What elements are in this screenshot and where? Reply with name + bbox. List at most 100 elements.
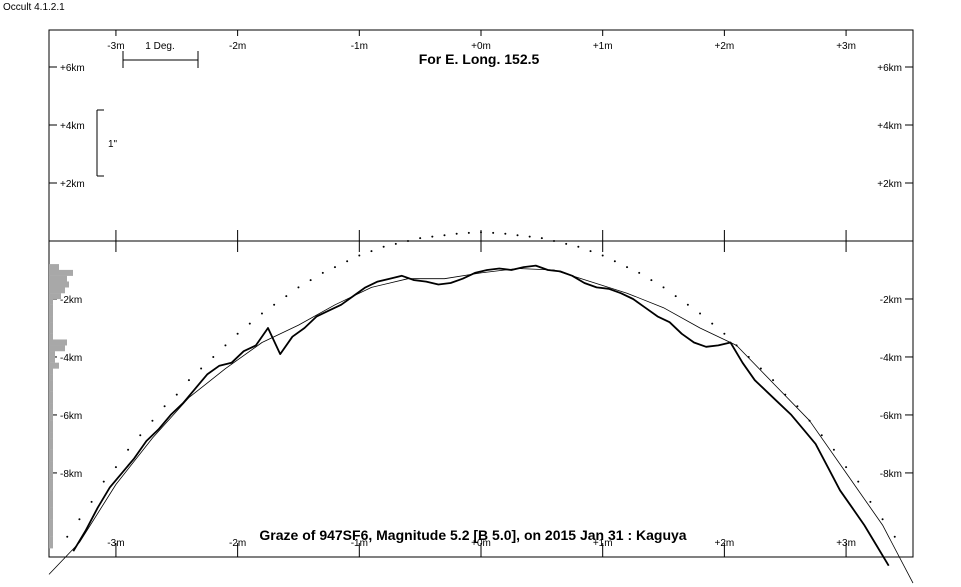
mean-limb-dot	[78, 518, 81, 521]
histogram-bar	[49, 432, 53, 439]
histogram-bar	[49, 298, 53, 305]
y-tick-label-right: -6km	[880, 411, 902, 422]
mean-limb-dot	[504, 232, 507, 235]
histogram-bar	[49, 525, 53, 532]
histogram-bar	[49, 461, 53, 468]
histogram-bar	[49, 426, 53, 433]
y-tick-label-left: +2km	[60, 179, 85, 190]
x-tick-label-top: -3m	[107, 41, 124, 52]
histogram-bar	[49, 304, 53, 311]
y-tick-label-right: +6km	[877, 63, 902, 74]
mean-limb-dot	[759, 367, 762, 370]
mean-limb-dot	[273, 303, 276, 306]
histogram-bar	[49, 269, 73, 276]
mean-limb-dot	[151, 419, 154, 422]
mean-limb-dot	[686, 303, 689, 306]
histogram-bar	[49, 374, 53, 381]
mean-limb-dot	[285, 295, 288, 298]
mean-limb-dot	[553, 240, 556, 242]
mean-limb-dot	[102, 480, 105, 483]
graze-caption: Graze of 947SF6, Magnitude 5.2 [B 5.0], …	[259, 527, 686, 543]
histogram-bar	[49, 519, 53, 526]
smoothed-profile-line	[48, 268, 914, 584]
kaguya-limb-profile-line	[72, 264, 890, 567]
y-tick-label-left: +6km	[60, 63, 85, 74]
histogram-bar	[49, 391, 53, 398]
mean-limb-dot	[881, 518, 884, 521]
mean-limb-dot	[127, 448, 130, 451]
mean-limb-dot	[820, 434, 823, 437]
mean-limb-dot	[723, 332, 726, 335]
divider-x-ticks	[115, 230, 847, 252]
histogram-bar	[49, 536, 53, 543]
arcsec-scale-label: 1"	[108, 139, 118, 150]
mean-limb-dot	[175, 393, 178, 396]
histogram-bar	[49, 316, 53, 323]
x-tick-label-bottom: +0m	[471, 538, 491, 549]
arcsec-scale-bar	[96, 109, 104, 177]
y-tick-label-right: +2km	[877, 179, 902, 190]
mean-limb-dot	[66, 535, 69, 538]
mean-limb-dot	[893, 535, 896, 538]
mean-limb-dot	[467, 231, 470, 234]
histogram-bar	[49, 403, 53, 410]
mean-limb-dot	[333, 266, 336, 269]
mean-limb-dot	[248, 322, 251, 325]
mean-limb-dot	[735, 344, 738, 347]
mean-limb-dot	[516, 234, 519, 237]
x-tick-label-top: -2m	[229, 41, 246, 52]
histogram-bar	[49, 351, 55, 358]
mean-limb-dot	[321, 271, 324, 274]
histogram-bar	[49, 420, 53, 427]
mean-limb-dot	[492, 231, 495, 234]
histogram-bar	[49, 322, 53, 329]
histogram-bar	[49, 501, 53, 508]
y-tick-label-right: -4km	[880, 353, 902, 364]
histogram-bar	[49, 293, 61, 300]
histogram-bar	[49, 478, 53, 485]
x-tick-label-top: +3m	[836, 41, 856, 52]
mean-limb-dot	[346, 260, 349, 263]
y-tick-label-right: -8km	[880, 469, 902, 480]
histogram-bar	[49, 490, 53, 497]
mean-limb-dot	[662, 286, 665, 289]
histogram-bar	[49, 530, 53, 537]
histogram-bar	[49, 362, 59, 369]
histogram-bar	[49, 409, 53, 416]
mean-limb-dot	[260, 312, 263, 315]
x-tick-label-bottom: +2m	[715, 538, 735, 549]
x-tick-label-bottom: -1m	[351, 538, 368, 549]
y-tick-label-left: -8km	[60, 469, 82, 480]
mean-limb-dot	[869, 500, 872, 503]
histogram-bar	[49, 385, 53, 392]
mean-limb-dot	[455, 232, 458, 235]
mean-limb-dot	[711, 322, 714, 325]
lower-y-axis: -2km -2km -4km -4km -6km -6km -8km -8km	[49, 295, 913, 480]
mean-limb-dot	[382, 245, 385, 248]
mean-limb-dot	[309, 279, 312, 282]
histogram-bar	[49, 333, 53, 340]
mean-limb-dot	[589, 250, 592, 253]
mean-limb-dot	[674, 295, 677, 298]
histogram-bar	[49, 507, 53, 514]
y-tick-label-left: -2km	[60, 295, 82, 306]
mean-limb-dot	[212, 355, 215, 358]
x-tick-label-bottom: +1m	[593, 538, 613, 549]
mean-limb-dot	[832, 448, 835, 451]
mean-limb-dot	[528, 235, 531, 238]
mean-limb-dot	[224, 344, 227, 347]
histogram-bar	[49, 310, 53, 317]
y-tick-label-right: -2km	[880, 295, 902, 306]
mean-limb-dot	[857, 480, 860, 483]
mean-limb-dot	[431, 235, 434, 238]
upper-y-axis: +6km +6km +4km +4km +2km +2km	[49, 63, 913, 190]
mean-limb-dot	[747, 355, 750, 358]
histogram-bar	[49, 264, 59, 271]
mean-limb-dot	[90, 500, 93, 503]
x-tick-label-top: -1m	[351, 41, 368, 52]
mean-limb-dot	[784, 393, 787, 396]
mean-limb-dot	[163, 405, 166, 408]
mean-limb-dot	[808, 419, 811, 422]
series-layer	[48, 231, 914, 584]
bottom-x-axis: -3m -2m -1m +0m +1m +2m +3m	[107, 538, 856, 557]
